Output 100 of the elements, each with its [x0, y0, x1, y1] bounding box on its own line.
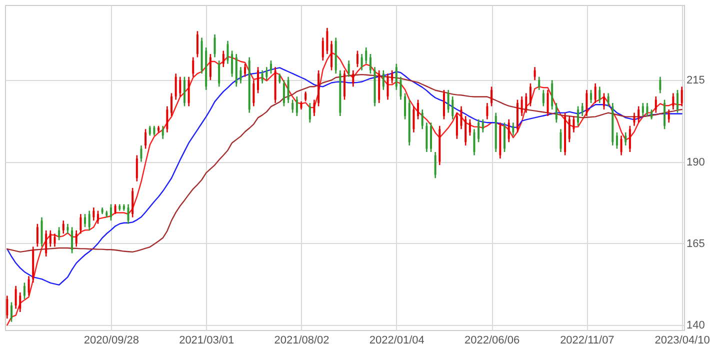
candlestick — [426, 122, 428, 153]
candlestick — [244, 63, 246, 78]
candlestick — [127, 204, 130, 224]
candlestick — [188, 76, 190, 107]
candlestick — [590, 89, 592, 104]
candlestick — [546, 89, 549, 117]
candlestick — [365, 46, 368, 64]
candlestick — [348, 60, 350, 78]
candlestick — [278, 72, 281, 84]
candlestick — [628, 125, 631, 153]
candlestick — [304, 90, 307, 102]
candlestick — [412, 106, 415, 134]
candlestick — [638, 106, 640, 124]
candlestick — [174, 72, 177, 100]
candlestick — [529, 82, 532, 107]
candlestick — [261, 70, 264, 84]
candlestick — [166, 106, 168, 134]
candlestick — [144, 128, 147, 150]
x-tick-label: 2022/01/04 — [369, 334, 424, 346]
candlestick — [148, 125, 151, 136]
candlestick — [508, 118, 510, 143]
candlestick — [296, 96, 298, 117]
candlestick — [183, 76, 186, 107]
candlestick — [23, 282, 26, 300]
candlestick — [551, 79, 554, 110]
candlestick — [110, 204, 112, 222]
candlestick — [287, 76, 290, 104]
candlestick — [525, 92, 528, 114]
candlestick — [447, 89, 450, 114]
x-tick-label: 2021/08/02 — [274, 334, 330, 346]
candlestick — [504, 122, 506, 153]
candlestick — [270, 60, 272, 74]
candlestick — [602, 92, 605, 110]
candlestick — [14, 285, 17, 310]
y-tick-label: 140 — [686, 320, 705, 332]
candlestick — [292, 99, 294, 114]
x-tick-label: 2022/11/07 — [560, 334, 614, 346]
candlestick — [464, 115, 467, 146]
candlestick — [664, 99, 666, 130]
candlestick — [430, 122, 432, 153]
candlestick — [386, 72, 389, 100]
candlestick — [132, 187, 134, 218]
candlestick — [568, 115, 570, 143]
candlestick — [66, 223, 69, 234]
candlestick — [352, 70, 354, 88]
x-tick-label: 2021/03/01 — [179, 334, 234, 346]
candlestick — [40, 216, 43, 248]
candlestick — [282, 79, 285, 107]
candlestick — [240, 66, 242, 84]
candlestick — [153, 125, 156, 136]
candlestick — [586, 89, 588, 117]
candlestick — [196, 30, 198, 58]
candlestick — [356, 50, 358, 68]
candlestick — [84, 213, 86, 228]
candlestick — [360, 53, 363, 71]
candlestick — [266, 66, 268, 81]
candlestick — [620, 135, 622, 156]
candlestick — [646, 102, 648, 117]
candlestick — [616, 132, 618, 150]
candlestick — [226, 40, 229, 64]
candlestick — [607, 92, 610, 107]
candlestick — [19, 292, 22, 313]
candlestick — [92, 206, 95, 222]
candlestick — [49, 230, 52, 248]
candlestick — [36, 223, 38, 248]
candlestick — [88, 210, 90, 232]
candlestick — [6, 295, 8, 320]
candlestick — [326, 27, 328, 55]
candlestick — [395, 63, 398, 91]
candlestick — [512, 122, 514, 136]
candlestick — [490, 86, 493, 107]
candlestick — [192, 56, 194, 78]
candlestick — [538, 76, 540, 91]
y-tick-label: 165 — [686, 238, 705, 250]
candlestick — [369, 53, 372, 74]
candlestick — [680, 86, 683, 107]
candlestick — [482, 118, 484, 134]
x-tick-label: 2023/04/10 — [654, 334, 710, 346]
candlestick — [478, 118, 480, 143]
candlestick — [668, 108, 670, 124]
candlestick — [28, 275, 30, 296]
candlestick — [382, 70, 384, 91]
candlestick — [598, 86, 601, 104]
candlestick — [421, 108, 424, 130]
candlestick — [54, 232, 56, 248]
candlestick — [676, 89, 679, 114]
candlestick — [400, 76, 402, 100]
candlestick — [80, 213, 82, 234]
candlestick — [58, 226, 60, 241]
candlestick — [560, 128, 562, 153]
candlestick — [231, 50, 234, 78]
candlestick — [222, 50, 224, 68]
candlestick — [170, 92, 173, 117]
candlestick — [486, 102, 488, 120]
candlestick — [520, 96, 523, 117]
candlestick — [442, 89, 445, 120]
candlestick — [10, 302, 12, 322]
candlestick — [404, 92, 406, 120]
candlestick — [391, 70, 394, 84]
candlestick — [62, 220, 64, 234]
